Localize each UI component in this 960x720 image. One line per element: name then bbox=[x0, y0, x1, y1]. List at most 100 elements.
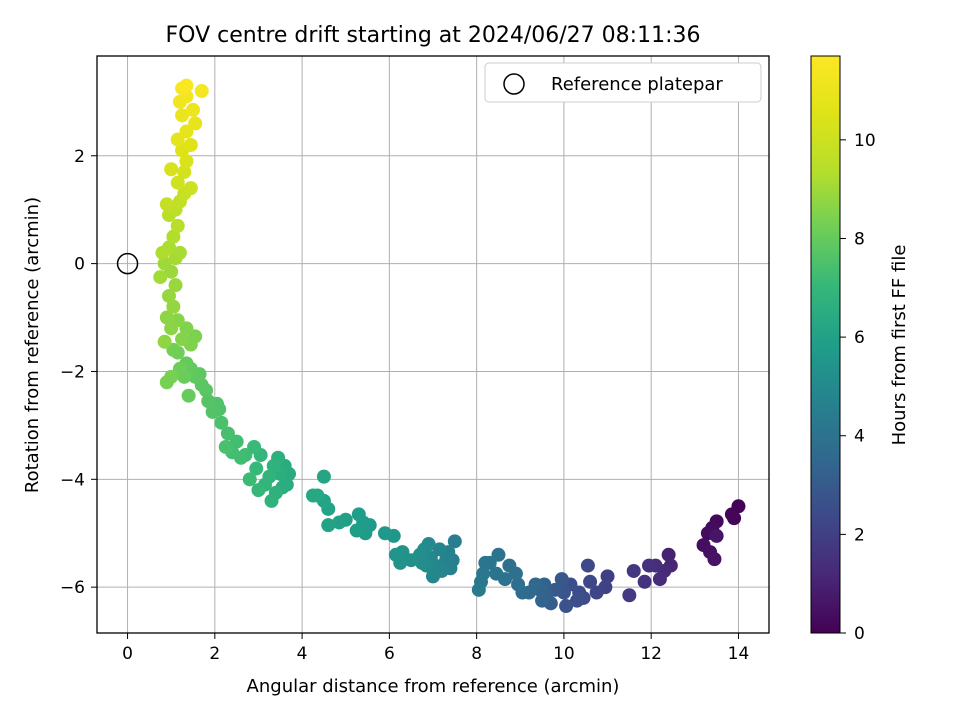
data-point bbox=[707, 552, 722, 567]
colorbar-label: Hours from first FF file bbox=[889, 245, 910, 446]
data-point bbox=[388, 547, 403, 562]
data-point bbox=[332, 515, 347, 530]
data-point bbox=[570, 593, 584, 608]
legend: Reference platepar bbox=[484, 62, 762, 103]
legend-reference-marker bbox=[503, 73, 525, 95]
data-point bbox=[177, 164, 192, 179]
data-point bbox=[186, 102, 200, 117]
data-point bbox=[589, 585, 604, 600]
data-point bbox=[170, 218, 185, 233]
data-point bbox=[264, 493, 279, 508]
data-point bbox=[580, 558, 595, 573]
y-axis-label: Rotation from reference (arcmin) bbox=[22, 197, 43, 493]
data-point bbox=[471, 582, 486, 597]
y-tick-label: −2 bbox=[60, 362, 85, 382]
data-point bbox=[478, 555, 493, 570]
data-point bbox=[166, 229, 181, 244]
data-point bbox=[637, 574, 652, 589]
data-point bbox=[266, 458, 281, 473]
plot-area-frame bbox=[96, 55, 770, 634]
y-tick-label: −6 bbox=[60, 578, 85, 598]
x-tick-label: 12 bbox=[640, 644, 662, 664]
x-tick-label: 0 bbox=[122, 644, 133, 664]
data-point bbox=[583, 574, 598, 589]
data-point bbox=[179, 154, 194, 169]
data-point bbox=[175, 108, 190, 123]
data-point bbox=[218, 439, 233, 454]
data-point bbox=[159, 310, 174, 325]
x-tick-label: 10 bbox=[553, 644, 575, 664]
x-axis-ticks: 0 2 4 6 8 10 12 14 bbox=[122, 633, 749, 664]
data-point bbox=[249, 461, 264, 476]
colorbar-gradient bbox=[810, 55, 841, 634]
data-point bbox=[194, 84, 209, 99]
data-point bbox=[164, 321, 179, 336]
y-tick-label: 0 bbox=[74, 255, 85, 275]
data-point bbox=[183, 181, 198, 196]
data-point bbox=[349, 523, 364, 538]
colorbar-tick-label: 0 bbox=[854, 624, 865, 644]
data-point bbox=[214, 415, 229, 430]
x-tick-label: 2 bbox=[209, 644, 220, 664]
data-point bbox=[316, 469, 331, 484]
colorbar-tick-label: 6 bbox=[854, 328, 865, 348]
data-point bbox=[622, 588, 637, 603]
data-point bbox=[168, 278, 183, 293]
data-point bbox=[159, 375, 174, 390]
chart-title: FOV centre drift starting at 2024/06/27 … bbox=[166, 23, 701, 48]
data-point bbox=[242, 472, 257, 487]
data-point bbox=[153, 270, 168, 285]
data-point bbox=[554, 572, 569, 587]
data-point bbox=[489, 566, 504, 581]
reference-platepar-marker bbox=[116, 252, 139, 275]
x-tick-label: 6 bbox=[384, 644, 395, 664]
data-point bbox=[724, 507, 739, 522]
data-point bbox=[426, 569, 440, 584]
data-point bbox=[251, 483, 266, 498]
colorbar-tick-label: 2 bbox=[854, 525, 865, 545]
x-tick-label: 14 bbox=[728, 644, 750, 664]
data-point bbox=[157, 334, 172, 349]
data-point bbox=[439, 553, 454, 568]
x-tick-label: 4 bbox=[297, 644, 308, 664]
data-point bbox=[502, 558, 517, 573]
data-point bbox=[181, 388, 196, 403]
data-point bbox=[306, 488, 320, 503]
data-point bbox=[159, 197, 174, 212]
data-point bbox=[155, 245, 170, 260]
data-point bbox=[447, 534, 462, 549]
data-point bbox=[201, 394, 216, 409]
scatter-points bbox=[153, 78, 746, 614]
data-point bbox=[188, 116, 203, 131]
data-point bbox=[183, 137, 198, 152]
data-point bbox=[626, 563, 641, 578]
x-tick-label: 8 bbox=[471, 644, 482, 664]
data-point bbox=[157, 256, 172, 271]
data-point bbox=[205, 404, 220, 419]
data-point bbox=[709, 528, 724, 543]
data-point bbox=[559, 599, 574, 614]
colorbar-tick-label: 8 bbox=[854, 229, 865, 249]
data-point bbox=[535, 593, 550, 608]
data-point bbox=[652, 572, 667, 587]
data-point bbox=[642, 558, 656, 573]
x-axis-label: Angular distance from reference (arcmin) bbox=[247, 676, 620, 697]
grid-lines bbox=[97, 56, 769, 633]
colorbar: 0 2 4 6 8 10 Hours from first FF file bbox=[810, 55, 910, 644]
y-axis-ticks: −6 −4 −2 0 2 bbox=[60, 147, 97, 598]
legend-entry-reference: Reference platepar bbox=[551, 74, 723, 95]
data-point bbox=[179, 78, 194, 93]
colorbar-tick-label: 4 bbox=[854, 427, 865, 447]
data-point bbox=[175, 332, 190, 347]
data-point bbox=[600, 569, 615, 584]
data-point bbox=[162, 288, 176, 303]
colorbar-ticks: 0 2 4 6 8 10 bbox=[840, 131, 876, 644]
colorbar-tick-label: 10 bbox=[854, 131, 876, 151]
data-point bbox=[378, 526, 392, 541]
data-point bbox=[170, 175, 185, 190]
data-point bbox=[164, 162, 179, 177]
data-point bbox=[661, 547, 676, 562]
data-point bbox=[172, 245, 187, 260]
y-tick-label: 2 bbox=[74, 147, 85, 167]
